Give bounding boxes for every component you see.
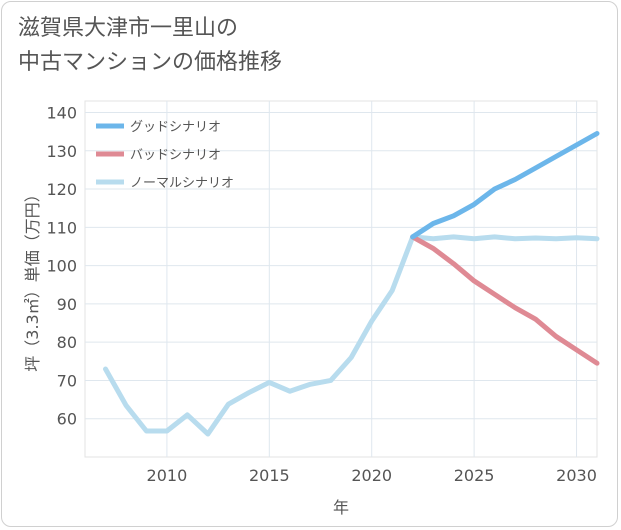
y-axis-label: 坪（3.3㎡）単価（万円） [23,186,42,371]
legend-label: ノーマルシナリオ [130,176,234,191]
y-tick-label: 60 [57,410,77,429]
x-tick-label: 2015 [249,466,290,485]
y-tick-label: 110 [46,218,77,237]
x-tick-label: 2010 [147,466,188,485]
series-line-3 [103,234,600,437]
legend-label: グッドシナリオ [130,120,221,135]
series-line-1 [410,131,600,240]
y-tick-label: 90 [57,295,77,314]
plot-area [84,100,598,458]
x-axis-label: 年 [333,498,349,517]
title-line-2: 中古マンションの価格推移 [18,50,283,75]
x-tick-label: 2020 [351,466,392,485]
grid-lines [85,101,597,457]
series-layer [103,131,600,437]
y-tick-label: 120 [46,180,77,199]
legend-label: バッドシナリオ [130,148,221,163]
y-tick-label: 80 [57,333,77,352]
y-tick-label: 100 [46,257,77,276]
y-tick-label: 130 [46,142,77,161]
y-tick-label: 70 [57,371,77,390]
x-tick-label: 2025 [454,466,495,485]
tick-labels: 60 70 80 90 100 110 120 130 140 2010 2015 2020 2025 2… [46,103,596,485]
y-tick-label: 140 [46,103,77,122]
chart-title: 滋賀県大津市一里山の 中古マンションの価格推移 [18,12,282,80]
series-line-2 [410,234,600,366]
title-line-1: 滋賀県大津市一里山の [18,16,239,41]
x-tick-label: 2030 [556,466,597,485]
